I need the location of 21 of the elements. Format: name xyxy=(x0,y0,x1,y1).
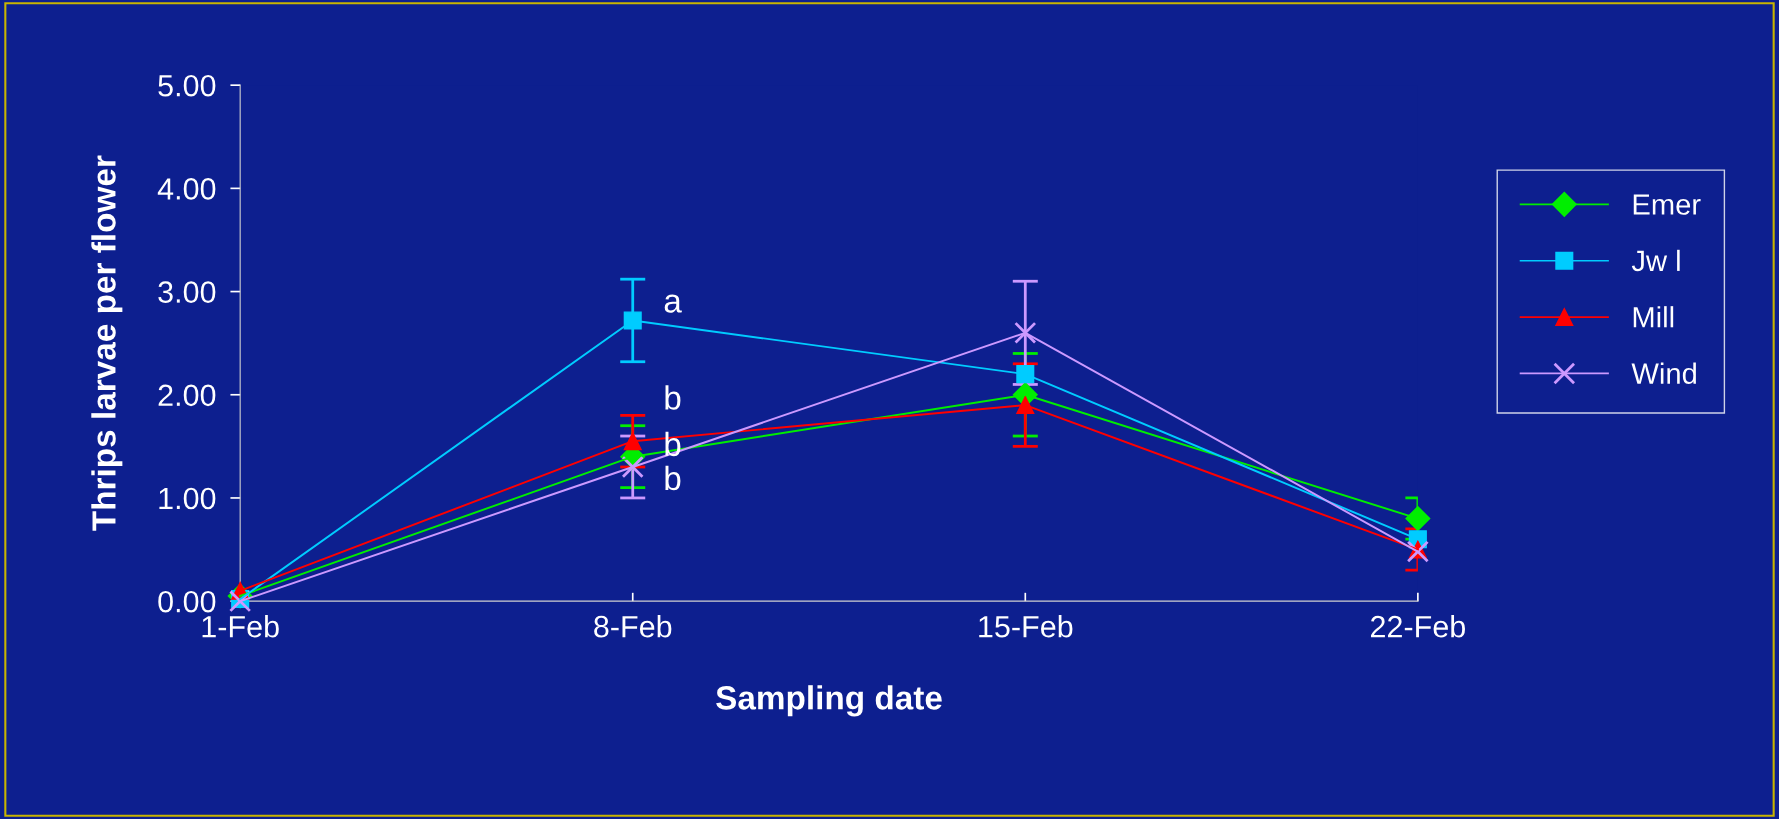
y-tick-label: 4.00 xyxy=(157,178,216,200)
legend-label: Mill xyxy=(1633,306,1674,328)
y-tick-label: 3.00 xyxy=(158,281,216,303)
legend-label: Wind xyxy=(1631,362,1696,384)
point xyxy=(1405,506,1431,532)
x-tick-label: 15-Feb xyxy=(979,615,1073,638)
y-tick-label: 5.00 xyxy=(158,74,216,97)
legend-label: Emer xyxy=(1633,194,1701,215)
x-tick-label: 22-Feb xyxy=(1371,615,1465,638)
y-tick-label: 0.00 xyxy=(158,590,216,613)
y-tick-label: 2.00 xyxy=(158,384,216,407)
annotation: b xyxy=(665,385,681,410)
x-tick-label: 1-Feb xyxy=(202,615,279,638)
legend-label: Jw l xyxy=(1631,249,1680,272)
x-axis-title: Sampling date xyxy=(716,685,942,717)
y-tick-label: 1.00 xyxy=(159,487,216,510)
annotation: a xyxy=(664,294,682,313)
annotation: b xyxy=(665,465,681,491)
point xyxy=(1014,321,1037,344)
x-tick-label: 8-Feb xyxy=(594,615,672,638)
y-axis-title: Thrips larvae per flower xyxy=(91,155,123,531)
